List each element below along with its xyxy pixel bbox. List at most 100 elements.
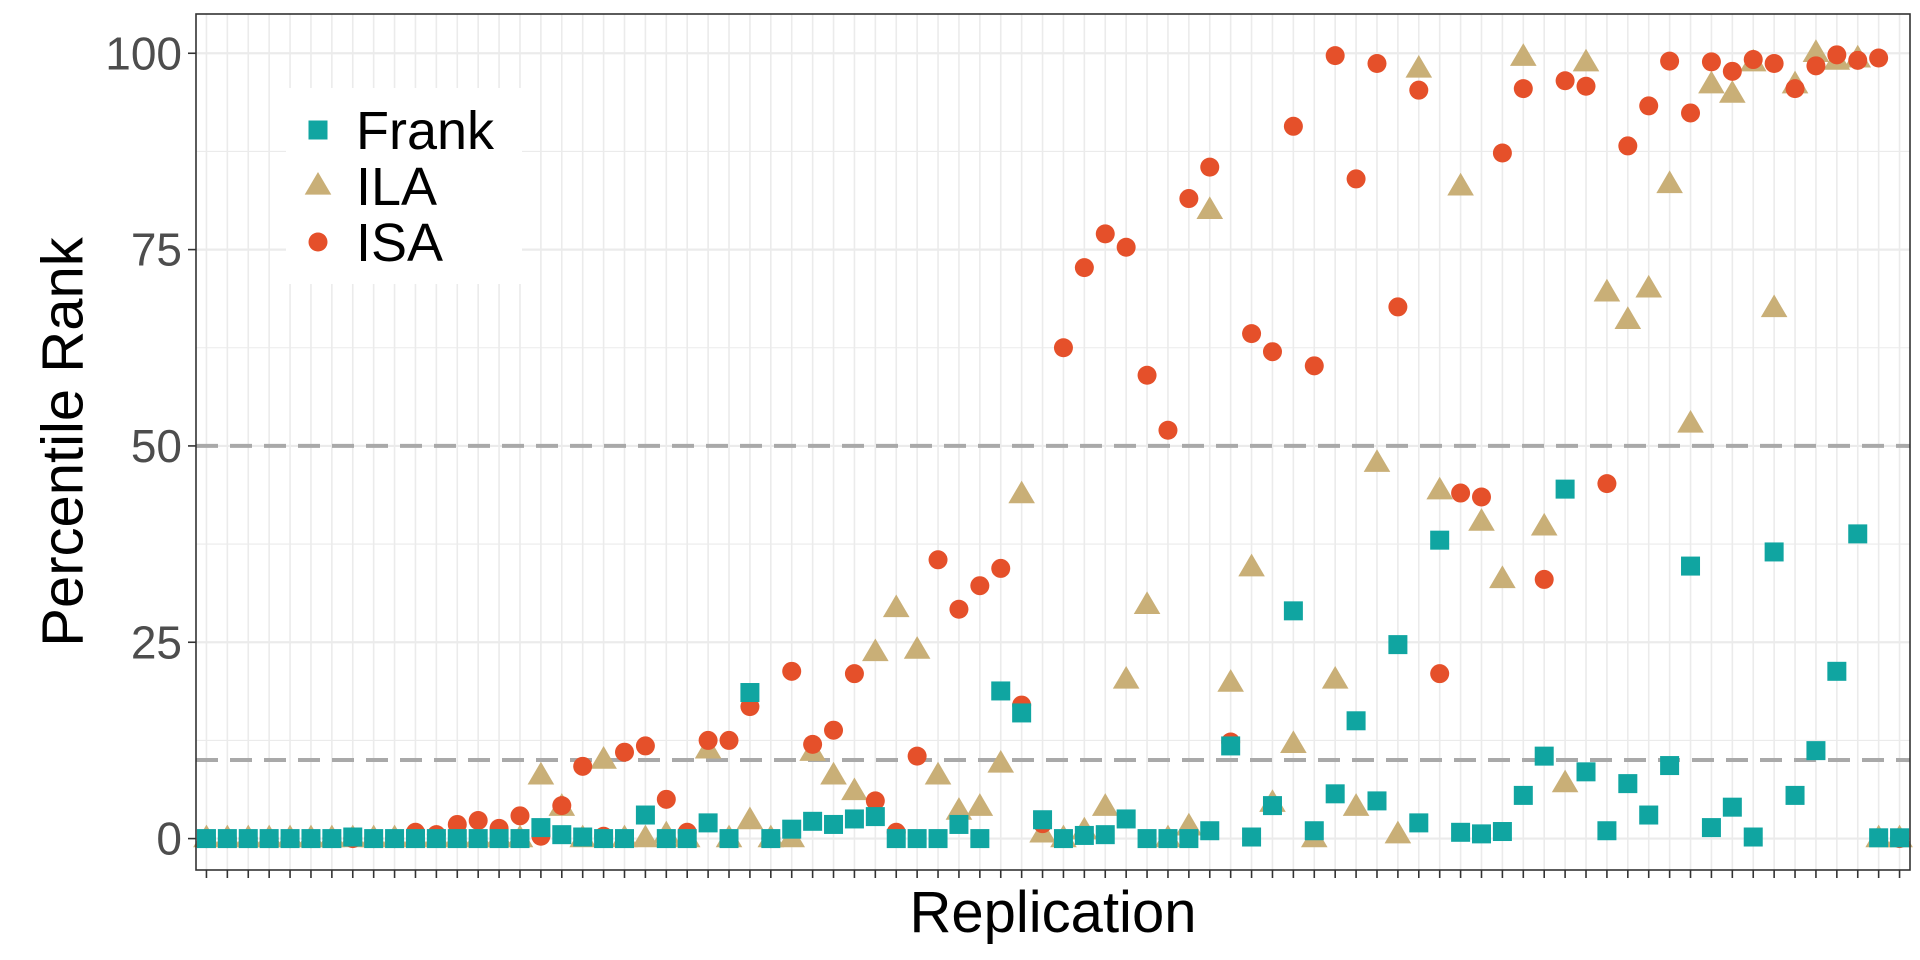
point-frank — [656, 829, 676, 849]
y-axis-title: Percentile Rank — [30, 236, 95, 646]
point-frank — [1033, 810, 1053, 830]
point-ila — [882, 594, 910, 618]
point-frank — [1137, 829, 1157, 849]
point-frank — [1764, 542, 1784, 562]
point-frank — [1262, 796, 1282, 816]
point-isa — [1701, 52, 1721, 72]
point-isa — [1848, 50, 1868, 70]
point-isa — [803, 734, 823, 754]
point-frank — [1722, 797, 1742, 817]
point-frank — [1492, 822, 1512, 842]
point-ila — [1530, 512, 1558, 536]
point-frank — [343, 827, 363, 847]
point-frank — [740, 683, 760, 703]
point-isa — [1451, 483, 1471, 503]
point-frank — [1513, 785, 1533, 805]
point-isa — [1095, 224, 1115, 244]
x-axis-title: Replication — [910, 880, 1197, 945]
point-ila — [1342, 793, 1370, 816]
point-isa — [949, 599, 969, 619]
point-isa — [1074, 258, 1094, 278]
point-isa — [635, 736, 655, 756]
point-frank — [698, 813, 718, 833]
point-frank — [385, 829, 405, 849]
point-frank — [1053, 829, 1073, 849]
point-isa — [1555, 71, 1575, 91]
point-ila — [1510, 43, 1537, 66]
point-frank — [615, 829, 634, 849]
point-ila — [945, 797, 973, 820]
point-frank — [1283, 601, 1303, 621]
point-frank — [426, 829, 446, 849]
point-frank — [196, 829, 216, 849]
point-frank — [1848, 524, 1868, 544]
point-ila — [1217, 669, 1244, 692]
point-frank — [1304, 821, 1324, 841]
point-frank — [531, 818, 551, 838]
point-isa — [991, 558, 1011, 578]
point-ila — [1656, 170, 1683, 194]
point-frank — [280, 829, 300, 849]
point-ila — [1405, 54, 1433, 78]
point-isa — [1346, 169, 1366, 189]
point-isa — [1262, 342, 1282, 362]
point-frank — [1388, 635, 1408, 655]
y-tick-label: 25 — [131, 616, 182, 668]
point-frank — [217, 829, 237, 849]
point-frank — [1555, 479, 1575, 499]
point-isa — [1158, 420, 1178, 440]
point-isa — [824, 720, 844, 740]
point-ila — [1321, 665, 1349, 689]
point-frank — [489, 829, 509, 849]
point-frank — [1221, 736, 1241, 756]
data-points — [193, 39, 1913, 849]
y-tick-label: 50 — [131, 420, 182, 472]
point-isa — [1639, 96, 1659, 116]
point-isa — [1660, 51, 1680, 71]
point-frank — [1179, 829, 1199, 849]
point-frank — [1618, 774, 1638, 794]
point-frank — [322, 829, 342, 849]
point-isa — [1242, 324, 1262, 344]
point-ila — [1426, 476, 1453, 500]
point-ila — [1468, 508, 1495, 531]
point-isa — [1137, 365, 1157, 385]
point-frank — [301, 829, 321, 849]
point-frank — [719, 829, 739, 849]
point-ila — [1447, 172, 1474, 196]
point-isa — [907, 746, 927, 766]
point-isa — [1618, 136, 1638, 156]
point-frank — [928, 829, 948, 849]
point-frank — [364, 829, 384, 849]
point-isa — [865, 791, 885, 811]
point-ila — [1551, 769, 1579, 793]
point-isa — [1053, 338, 1073, 358]
point-frank — [1012, 703, 1032, 723]
point-frank — [844, 809, 864, 829]
point-frank — [991, 681, 1011, 701]
point-frank — [1869, 828, 1889, 848]
point-frank — [1597, 821, 1617, 841]
point-frank — [782, 819, 802, 839]
point-frank — [1743, 827, 1763, 847]
point-ila — [1635, 274, 1663, 298]
point-isa — [1179, 189, 1199, 209]
legend-key-isa — [308, 232, 328, 252]
point-frank — [1576, 762, 1596, 782]
point-ila — [1593, 278, 1621, 302]
point-frank — [1074, 825, 1094, 845]
point-ila — [590, 746, 617, 769]
legend-label-isa: ISA — [356, 213, 443, 273]
point-frank — [1534, 746, 1554, 766]
point-isa — [1785, 79, 1805, 99]
point-ila — [1133, 591, 1161, 615]
point-frank — [803, 811, 823, 831]
point-ila — [987, 749, 1015, 773]
point-isa — [1388, 297, 1408, 317]
point-frank — [1660, 756, 1680, 776]
point-frank — [907, 829, 927, 849]
y-tick-label: 0 — [156, 813, 182, 865]
point-frank — [1325, 784, 1345, 804]
point-ila — [736, 806, 764, 830]
point-ila — [1091, 793, 1119, 816]
